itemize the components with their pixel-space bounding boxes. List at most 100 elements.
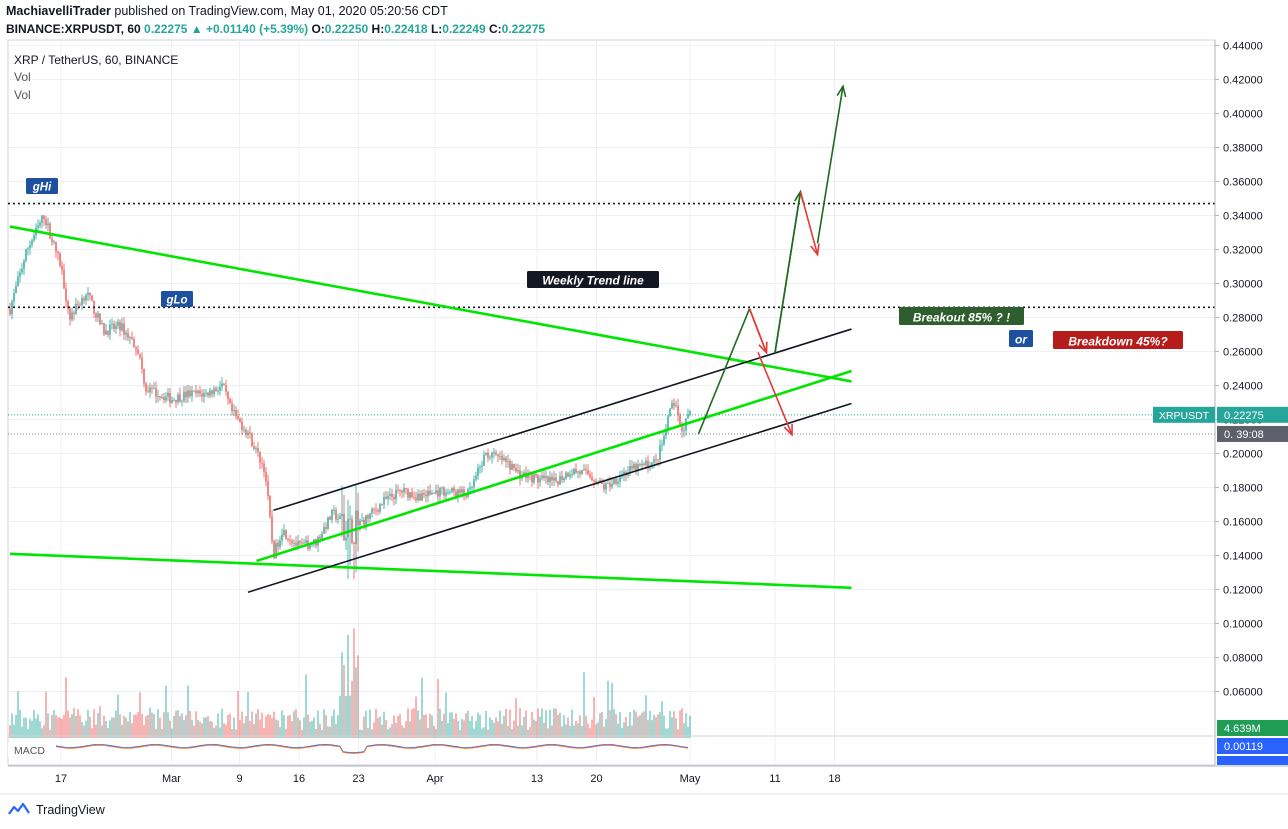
candle-body bbox=[557, 481, 559, 485]
candle-body bbox=[9, 309, 11, 315]
volume-bar bbox=[579, 715, 581, 738]
volume-bar bbox=[331, 716, 333, 738]
candle-body bbox=[605, 483, 607, 490]
publisher-name[interactable]: MachiavelliTrader bbox=[6, 4, 111, 18]
candle-body bbox=[95, 313, 97, 318]
volume-bar bbox=[605, 719, 607, 738]
volume-bar bbox=[283, 715, 285, 738]
candle-body bbox=[97, 313, 99, 318]
volume-bar bbox=[87, 709, 89, 738]
volume-bar bbox=[501, 723, 503, 738]
candle-body bbox=[645, 460, 647, 466]
candle-body bbox=[121, 323, 123, 331]
volume-bar bbox=[287, 715, 289, 738]
volume-bar bbox=[645, 695, 647, 738]
volume-bar bbox=[421, 677, 423, 738]
price-change: +0.01140 (+5.39%) bbox=[206, 22, 309, 36]
volume-bar bbox=[569, 725, 571, 738]
candle-body bbox=[43, 215, 45, 220]
candle-body bbox=[491, 452, 493, 458]
candle-body bbox=[355, 510, 357, 544]
volume-bar bbox=[337, 715, 339, 738]
volume-bar bbox=[21, 726, 23, 738]
volume-bar bbox=[335, 723, 337, 738]
volume-bar bbox=[435, 728, 437, 738]
volume-bar bbox=[687, 726, 689, 738]
time-tick-label: 13 bbox=[531, 773, 543, 785]
candle-body bbox=[375, 509, 377, 511]
volume-bar bbox=[549, 709, 551, 738]
price-tick-label: 0.06000 bbox=[1223, 687, 1263, 699]
candle-body bbox=[175, 399, 177, 403]
volume-bar bbox=[249, 721, 251, 738]
long-support-trend-line bbox=[9, 552, 852, 590]
candle-body bbox=[219, 386, 221, 391]
candle-body bbox=[17, 276, 19, 286]
candle-body bbox=[437, 490, 439, 497]
volume-bar bbox=[533, 719, 535, 738]
volume-bar bbox=[315, 729, 317, 738]
volume-bar bbox=[137, 712, 139, 738]
candle-body bbox=[205, 392, 207, 394]
volume-bar bbox=[437, 679, 439, 738]
price-tag-value: 0.22275 bbox=[1224, 410, 1264, 422]
volume-bar bbox=[141, 713, 143, 738]
volume-bar bbox=[307, 714, 309, 738]
candle-body bbox=[31, 240, 33, 246]
footer-brand: TradingView bbox=[36, 803, 105, 817]
volume-bar bbox=[623, 722, 625, 738]
volume-bar bbox=[601, 712, 603, 738]
weekly-trend-label: Weekly Trend line bbox=[542, 274, 644, 288]
candle-body bbox=[657, 459, 659, 461]
publish-text: published on TradingView.com, May 01, 20… bbox=[110, 4, 448, 18]
volume-bar bbox=[157, 708, 159, 738]
volume-bar bbox=[499, 710, 501, 738]
volume-bar bbox=[131, 723, 133, 738]
time-tick-label: May bbox=[680, 773, 701, 785]
candle-body bbox=[669, 408, 671, 417]
volume-bar bbox=[45, 691, 47, 738]
candle-body bbox=[421, 492, 423, 501]
candle-body bbox=[79, 304, 81, 306]
candle-body bbox=[135, 347, 137, 350]
candle-body bbox=[89, 292, 91, 296]
volume-bar bbox=[35, 718, 37, 738]
or-label-bg bbox=[1009, 330, 1033, 347]
candle-body bbox=[629, 465, 631, 473]
tradingview-footer[interactable]: TradingView bbox=[8, 802, 105, 818]
candle-body bbox=[127, 332, 129, 339]
volume-bar bbox=[497, 721, 499, 738]
candle-body bbox=[283, 530, 285, 535]
volume-bar bbox=[387, 729, 389, 738]
volume-tag-bg bbox=[1217, 720, 1288, 736]
volume-bar bbox=[419, 719, 421, 738]
candle-body bbox=[115, 325, 117, 329]
candle-body bbox=[453, 488, 455, 492]
volume-bar bbox=[473, 728, 475, 738]
candle-body bbox=[507, 460, 509, 462]
candle-body bbox=[91, 295, 93, 301]
price-tick-label: 0.32000 bbox=[1223, 245, 1263, 257]
candle-body bbox=[371, 508, 373, 514]
volume-bar bbox=[607, 680, 609, 738]
candle-body bbox=[363, 519, 365, 525]
volume-bar bbox=[75, 715, 77, 738]
candle-body bbox=[679, 415, 681, 427]
candle-body bbox=[103, 323, 105, 335]
candle-body bbox=[445, 492, 447, 496]
volume-bar bbox=[447, 723, 449, 738]
bullish-arrow bbox=[774, 191, 802, 353]
candle-body bbox=[11, 301, 13, 315]
volume-legend-1: Vol bbox=[14, 70, 31, 84]
volume-bar bbox=[617, 723, 619, 738]
candle-body bbox=[33, 235, 35, 241]
volume-bar bbox=[169, 720, 171, 738]
price-tick-label: 0.14000 bbox=[1223, 551, 1263, 563]
volume-bar bbox=[19, 710, 21, 738]
volume-bar bbox=[103, 715, 105, 738]
candle-body bbox=[593, 480, 595, 482]
volume-bar bbox=[357, 655, 359, 738]
candle-body bbox=[417, 493, 419, 501]
volume-bar bbox=[463, 720, 465, 738]
